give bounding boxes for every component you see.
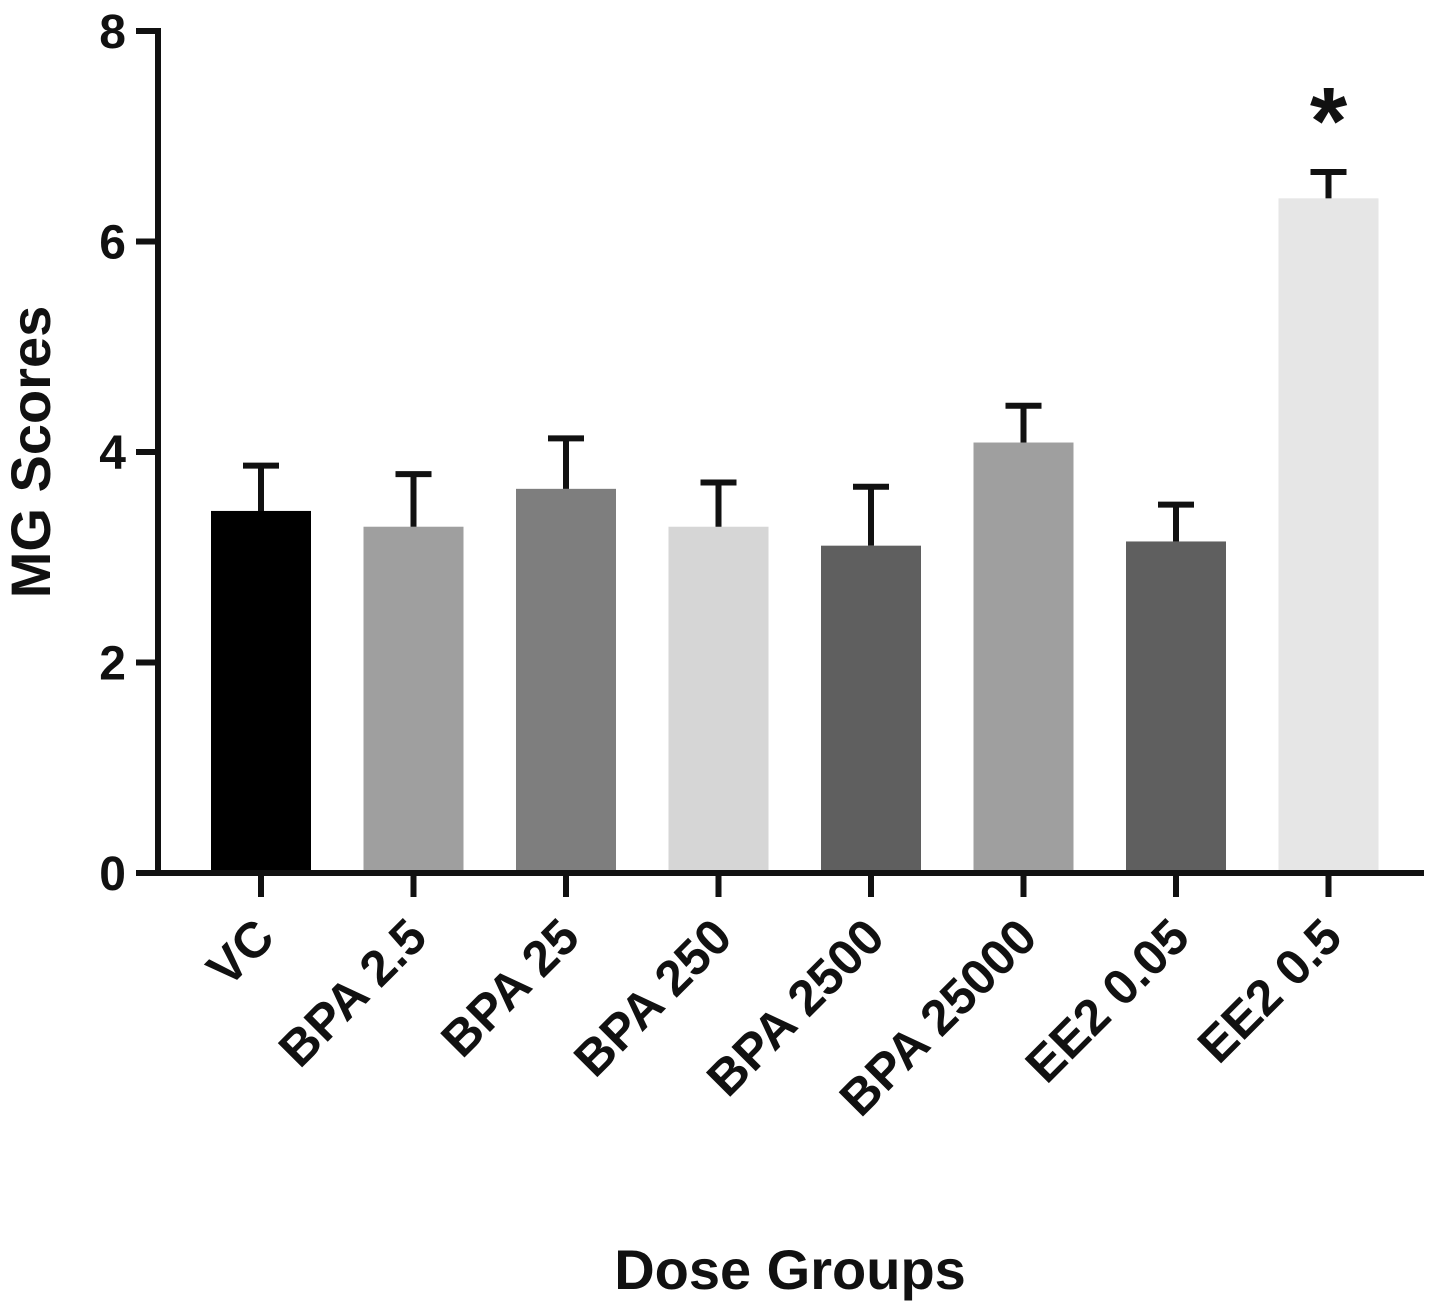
bar — [668, 526, 769, 873]
bar — [211, 510, 311, 873]
bar — [516, 488, 616, 873]
x-category-label: BPA 2.5 — [268, 908, 437, 1077]
bar — [363, 526, 464, 873]
y-tick-label: 0 — [99, 848, 126, 901]
error-bars-layer — [243, 169, 1347, 546]
y-tick-label: 4 — [99, 427, 126, 480]
x-axis-title: Dose Groups — [614, 1238, 966, 1301]
bars-layer — [211, 198, 1379, 873]
x-category-label: VC — [196, 908, 285, 997]
bar — [1126, 541, 1226, 873]
bar — [821, 545, 921, 873]
annotations-layer: * — [1310, 68, 1348, 175]
y-tick-label: 8 — [99, 6, 126, 59]
bar — [1278, 198, 1379, 873]
axes-layer — [155, 28, 1424, 876]
y-axis-title: MG Scores — [0, 306, 62, 599]
x-category-label: EE2 0.05 — [1015, 908, 1200, 1093]
y-tick-label: 2 — [99, 638, 126, 691]
bar — [973, 442, 1074, 873]
y-ticks-layer: 0 2 4 6 8 — [99, 6, 158, 901]
y-tick-label: 6 — [99, 217, 126, 270]
significance-asterisk: * — [1310, 68, 1348, 175]
x-category-label: EE2 0.5 — [1187, 908, 1352, 1073]
